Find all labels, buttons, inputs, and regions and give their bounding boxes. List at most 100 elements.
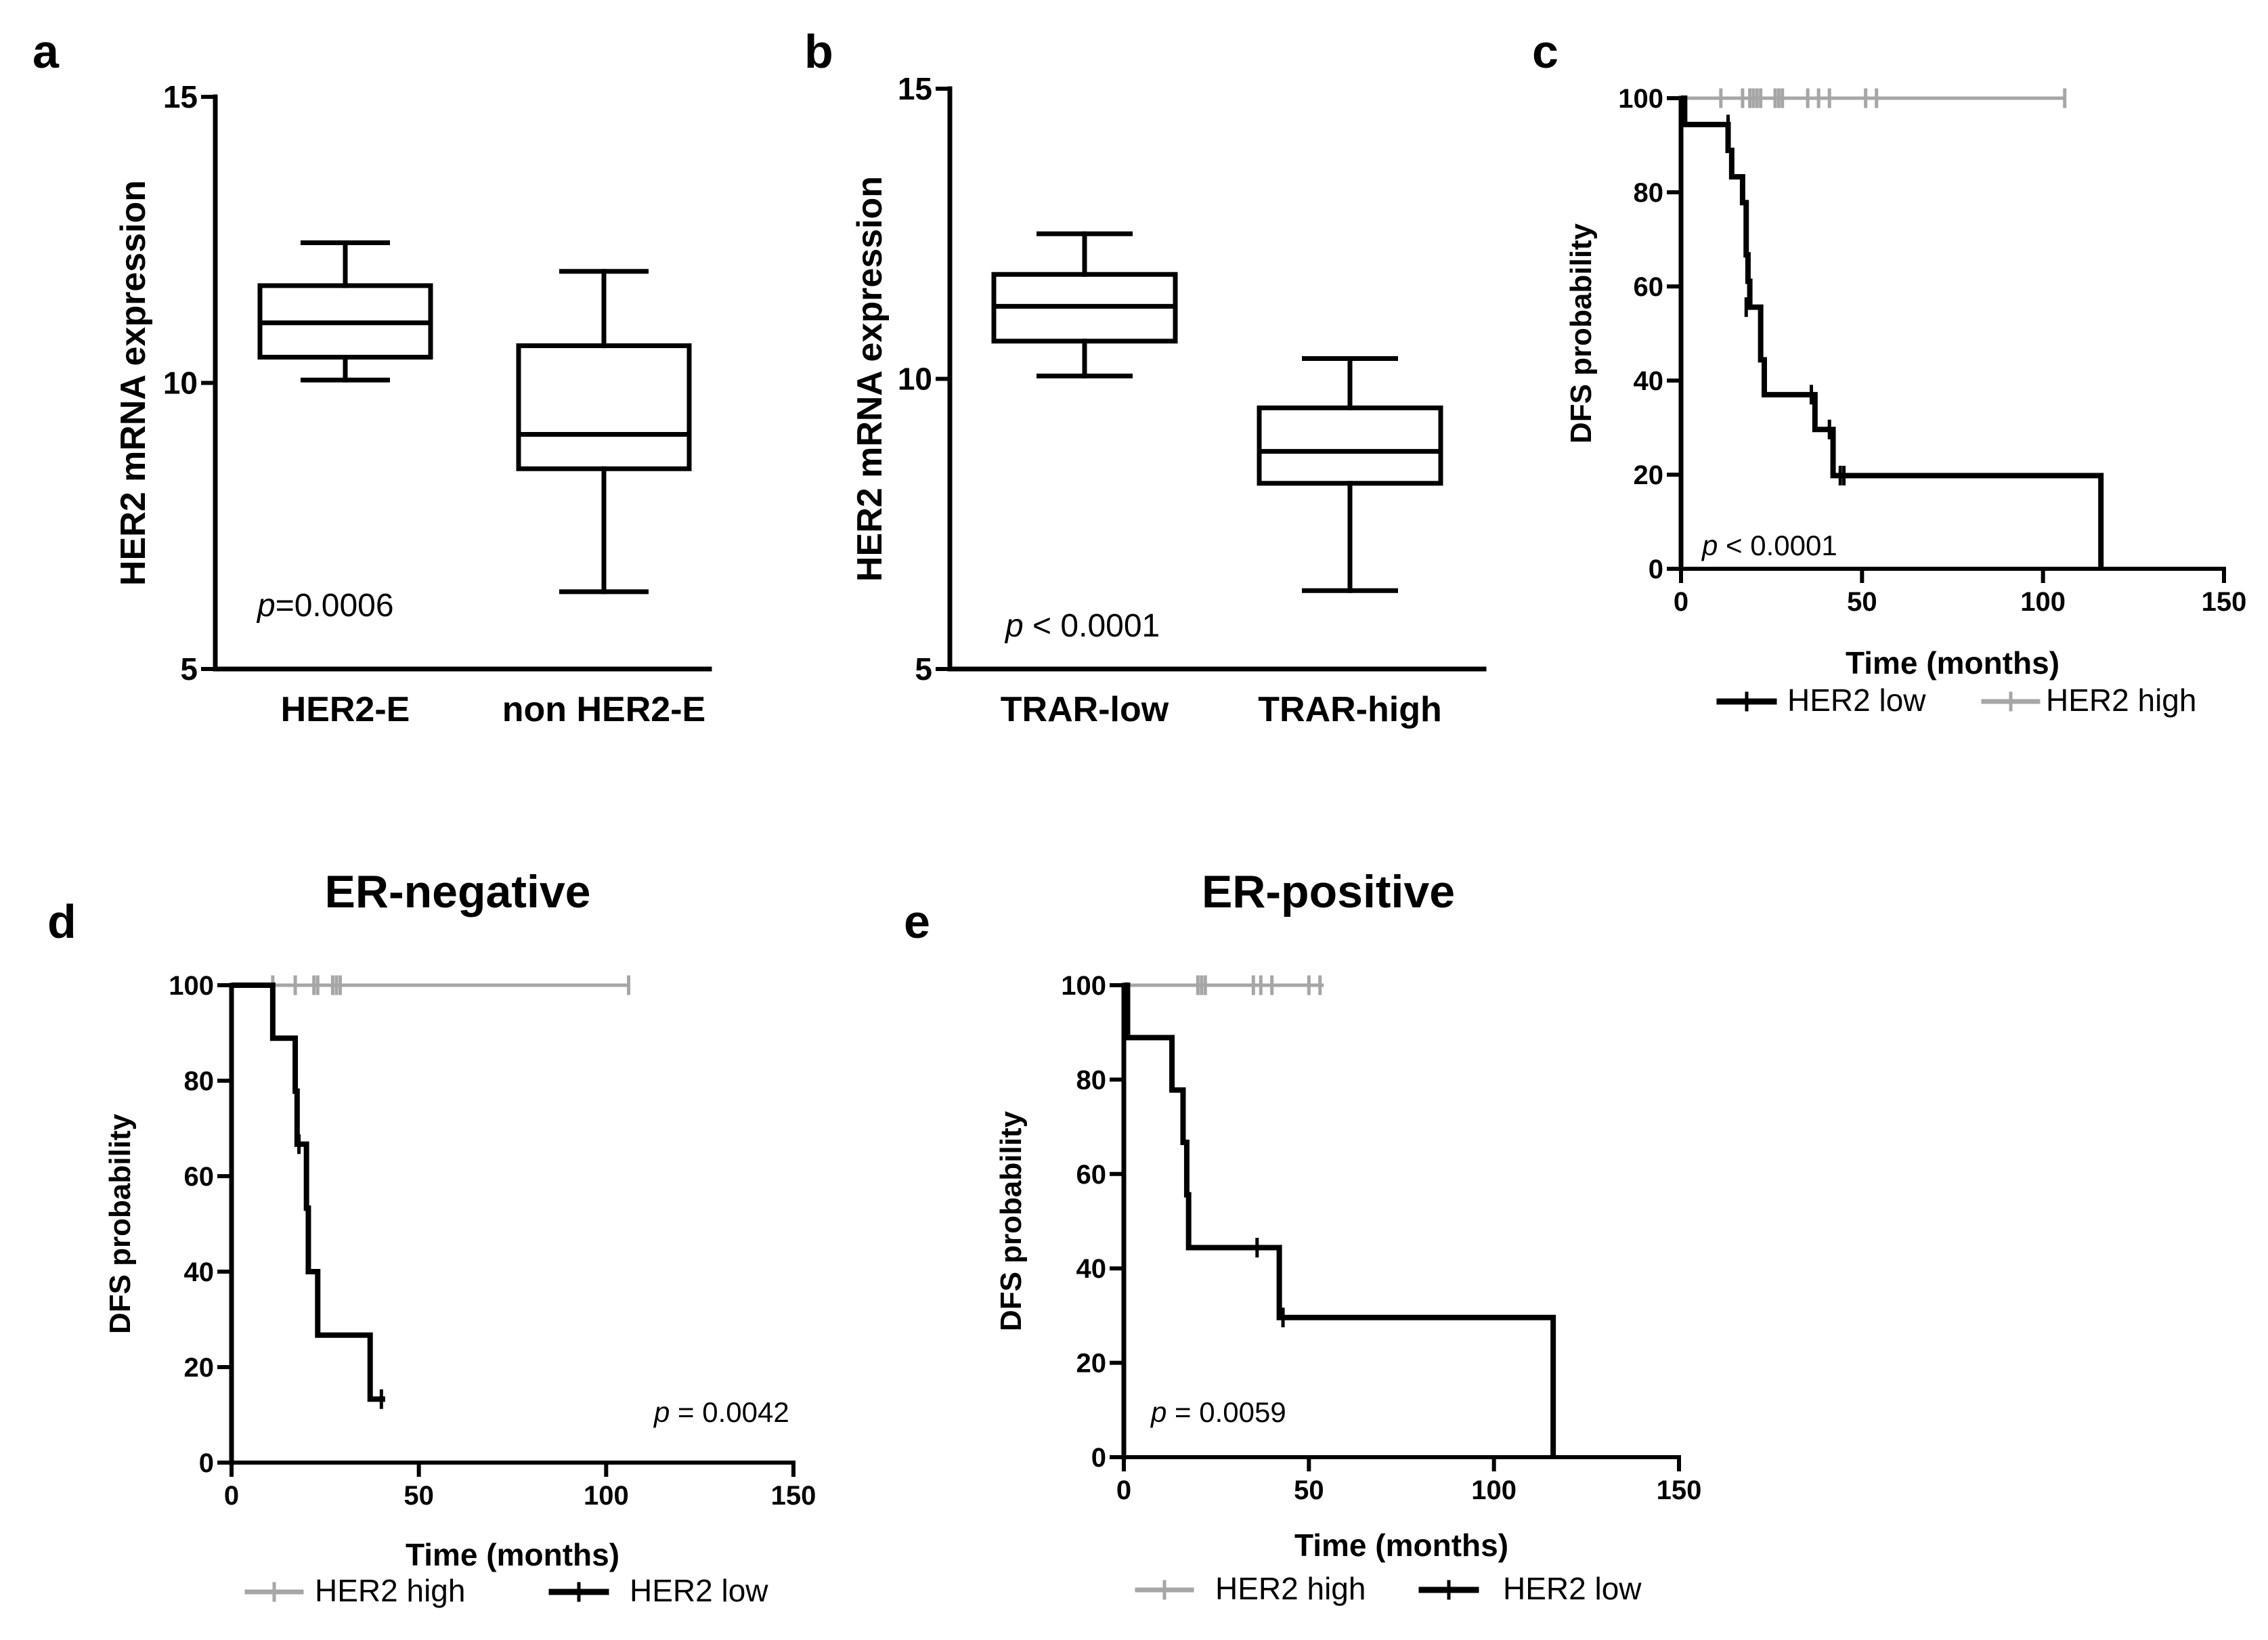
panel-c: c 0 20 40 60 80 100 0 50 100 150 DFS probability Tim… — [1532, 25, 2246, 718]
box-her2-e — [257, 240, 433, 383]
p-value: < 0.0001 — [1718, 530, 1837, 561]
p-value-annotation: p = 0.0042 — [653, 1396, 789, 1428]
y-tick-label: 60 — [184, 1162, 215, 1192]
x-tick-label: 50 — [404, 1481, 434, 1511]
p-value: =0.0006 — [276, 588, 394, 624]
legend-item-her2-high: HER2 high — [1135, 1571, 1366, 1606]
series-her2-high — [1681, 88, 2067, 108]
y-tick-label: 5 — [915, 651, 932, 687]
y-axis-label: HER2 mRNA expression — [114, 180, 153, 586]
y-tick-label: 100 — [1618, 84, 1663, 114]
y-tick-label: 10 — [163, 366, 198, 401]
y-tick-label: 15 — [898, 71, 932, 106]
x-tick-label: 100 — [2020, 587, 2066, 617]
p-symbol: p — [1004, 608, 1024, 644]
legend-label: HER2 high — [2046, 683, 2196, 718]
panel-b: b 5 10 15 HER2 mRNA expression TRAR-low TRAR-h… — [804, 25, 1487, 729]
p-symbol: p — [1701, 530, 1718, 561]
legend-label: HER2 low — [1787, 683, 1926, 718]
iqr-box — [1257, 405, 1443, 486]
category-label: TRAR-low — [1001, 690, 1169, 729]
legend-item-her2-low: HER2 low — [1716, 683, 1926, 718]
y-tick-label: 40 — [184, 1257, 215, 1287]
series-her2-low — [232, 983, 385, 1409]
chart-title: ER-positive — [1202, 866, 1455, 918]
box-non-her2-e — [516, 269, 692, 595]
legend-label: HER2 high — [315, 1573, 465, 1608]
category-label: TRAR-high — [1258, 690, 1441, 729]
x-axis-label: Time (months) — [1294, 1528, 1508, 1563]
p-value-annotation: p < 0.0001 — [1004, 608, 1160, 644]
y-tick-label: 5 — [180, 651, 198, 687]
legend-item-her2-high: HER2 high — [244, 1573, 465, 1608]
x-tick-label: 0 — [1674, 587, 1688, 617]
box-trar-low — [991, 231, 1178, 379]
legend-label: HER2 low — [630, 1573, 768, 1608]
p-value: = 0.0059 — [1166, 1396, 1286, 1428]
panel-label: a — [32, 25, 60, 78]
survival-curve — [1681, 95, 2104, 569]
p-value: < 0.0001 — [1024, 608, 1160, 644]
legend-item-her2-low: HER2 low — [548, 1573, 768, 1608]
p-symbol: p — [653, 1396, 670, 1428]
x-tick-label: 150 — [2202, 587, 2247, 617]
legend-item-her2-low: HER2 low — [1418, 1571, 1642, 1606]
x-tick-label: 150 — [771, 1481, 816, 1511]
panel-label: b — [804, 25, 833, 78]
legend-label: HER2 high — [1215, 1571, 1366, 1606]
y-tick-label: 20 — [184, 1353, 215, 1383]
y-tick-label: 15 — [163, 79, 198, 114]
p-symbol: p — [1150, 1396, 1166, 1428]
y-tick-label: 100 — [169, 971, 214, 1001]
y-tick-label: 0 — [1649, 555, 1663, 584]
y-tick-label: 20 — [1634, 460, 1664, 490]
y-tick-label: 10 — [898, 362, 932, 397]
y-tick-label: 40 — [1076, 1254, 1107, 1284]
x-tick-label: 50 — [1847, 587, 1877, 617]
panel-d: d ER-negative 0 20 40 60 80 100 0 50 100 150 DFS pro… — [47, 866, 816, 1608]
survival-curve — [1124, 983, 1556, 1457]
p-value: = 0.0042 — [670, 1396, 789, 1428]
x-axis-label: Time (months) — [1846, 645, 2059, 681]
y-tick-label: 80 — [1634, 178, 1664, 208]
panel-a: a 5 10 15 HER2 mRNA expression HER2-E non HER2… — [32, 25, 712, 729]
series-her2-low — [1681, 95, 2104, 569]
y-tick-label: 80 — [1076, 1065, 1107, 1095]
y-tick-label: 60 — [1634, 272, 1664, 302]
x-tick-label: 100 — [1471, 1475, 1517, 1505]
y-tick-label: 20 — [1076, 1349, 1107, 1379]
y-tick-label: 60 — [1076, 1160, 1107, 1190]
y-tick-label: 80 — [184, 1066, 215, 1096]
panel-e: e ER-positive 0 20 40 60 80 100 0 50 100 150 DFS pro… — [904, 866, 1701, 1606]
y-tick-label: 0 — [199, 1448, 214, 1478]
panel-label: d — [47, 895, 77, 948]
panel-label: c — [1532, 25, 1558, 78]
category-label: HER2-E — [281, 690, 410, 729]
x-axis-label: Time (months) — [406, 1537, 619, 1572]
y-tick-label: 0 — [1091, 1443, 1106, 1473]
p-symbol: p — [256, 588, 276, 624]
series-her2-high — [1124, 975, 1324, 995]
legend-item-her2-high: HER2 high — [1981, 683, 2196, 718]
y-tick-label: 100 — [1061, 971, 1106, 1001]
y-axis-label: DFS probability — [1565, 223, 1598, 444]
panel-label: e — [904, 895, 930, 948]
category-label: non HER2-E — [502, 690, 705, 729]
legend-label: HER2 low — [1503, 1571, 1642, 1606]
p-value-annotation: p < 0.0001 — [1701, 530, 1837, 561]
y-axis-label: HER2 mRNA expression — [850, 176, 890, 582]
iqr-box — [516, 343, 692, 471]
survival-curve — [232, 983, 385, 1402]
p-value-annotation: p = 0.0059 — [1150, 1396, 1286, 1428]
x-tick-label: 0 — [224, 1481, 239, 1511]
y-axis-label: DFS probability — [104, 1113, 137, 1334]
x-tick-label: 50 — [1294, 1475, 1324, 1505]
y-tick-label: 40 — [1634, 366, 1664, 396]
y-axis-label: DFS probability — [995, 1110, 1028, 1331]
chart-title: ER-negative — [325, 866, 591, 918]
x-tick-label: 150 — [1657, 1475, 1702, 1505]
box-trar-high — [1257, 356, 1443, 593]
x-tick-label: 0 — [1116, 1475, 1131, 1505]
series-her2-high — [232, 975, 631, 995]
